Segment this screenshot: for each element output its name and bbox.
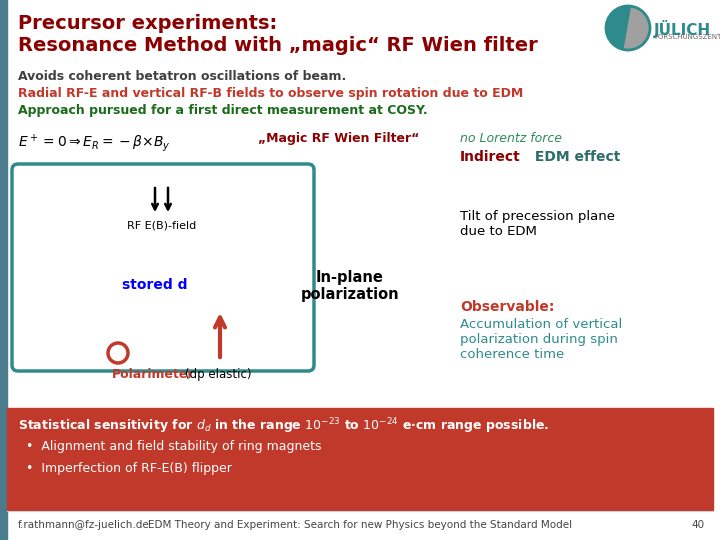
Text: „Magic RF Wien Filter“: „Magic RF Wien Filter“ [258, 132, 419, 145]
Text: FORSCHUNGSZENTRUM: FORSCHUNGSZENTRUM [654, 34, 720, 40]
FancyBboxPatch shape [12, 164, 314, 371]
Text: no Lorentz force: no Lorentz force [460, 132, 562, 145]
Wedge shape [624, 8, 649, 49]
Bar [7, 408, 713, 510]
Text: 40: 40 [692, 520, 705, 530]
Bar [0, 0, 7, 540]
Text: Indirect: Indirect [460, 150, 521, 164]
Text: stored d: stored d [122, 278, 188, 292]
Text: Approach pursued for a first direct measurement at COSY.: Approach pursued for a first direct meas… [18, 104, 428, 117]
Text: EDM effect: EDM effect [530, 150, 621, 164]
Text: EDM Theory and Experiment: Search for new Physics beyond the Standard Model: EDM Theory and Experiment: Search for ne… [148, 520, 572, 530]
Text: Resonance Method with „magic“ RF Wien filter: Resonance Method with „magic“ RF Wien fi… [18, 36, 538, 55]
Text: $E^+ = 0 \Rightarrow E_R = -\beta{\times}B_y$: $E^+ = 0 \Rightarrow E_R = -\beta{\times… [18, 132, 171, 153]
Text: Statistical sensitivity for $d_d$ in the range $10^{-23}$ to $10^{-24}$ e·cm ran: Statistical sensitivity for $d_d$ in the… [18, 416, 549, 436]
Text: •  Alignment and field stability of ring magnets: • Alignment and field stability of ring … [26, 440, 322, 453]
Text: Radial RF-E and vertical RF-B fields to observe spin rotation due to EDM: Radial RF-E and vertical RF-B fields to … [18, 87, 523, 100]
Text: Tilt of precession plane
due to EDM: Tilt of precession plane due to EDM [460, 210, 615, 238]
Text: Avoids coherent betatron oscillations of beam.: Avoids coherent betatron oscillations of… [18, 70, 346, 83]
Wedge shape [607, 7, 631, 49]
Text: JÜLICH: JÜLICH [654, 20, 711, 38]
Text: Observable:: Observable: [460, 300, 554, 314]
Text: RF E(B)-field: RF E(B)-field [127, 220, 197, 230]
Text: f.rathmann@fz-juelich.de: f.rathmann@fz-juelich.de [18, 520, 150, 530]
Text: Polarimeter: Polarimeter [112, 368, 194, 381]
Text: Precursor experiments:: Precursor experiments: [18, 14, 277, 33]
Text: In-plane
polarization: In-plane polarization [301, 270, 400, 302]
Text: •  Imperfection of RF-E(B) flipper: • Imperfection of RF-E(B) flipper [26, 462, 232, 475]
Text: (dp elastic): (dp elastic) [185, 368, 251, 381]
Text: Accumulation of vertical
polarization during spin
coherence time: Accumulation of vertical polarization du… [460, 318, 622, 361]
